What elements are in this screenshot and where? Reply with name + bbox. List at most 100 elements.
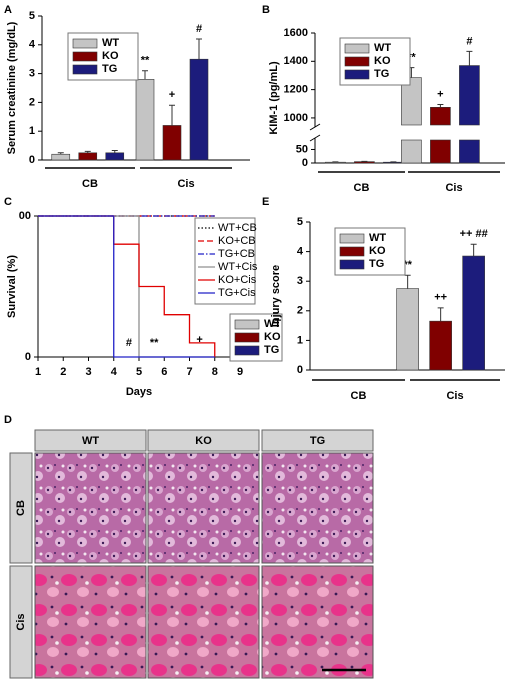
annotation: ++: [434, 292, 447, 304]
error-bar: [437, 103, 444, 108]
y-axis-title: Serum creatinine (mg/dL): [6, 21, 18, 154]
error-bar: [142, 70, 148, 80]
x-tick-label: Cis: [446, 390, 463, 402]
bar: [51, 153, 71, 161]
x-axis-title: Days: [126, 386, 152, 398]
x-tick-label: Cis: [177, 178, 194, 190]
error-bar: [169, 104, 175, 126]
y-tick-label: 1600: [284, 27, 308, 39]
bar: [430, 107, 451, 126]
x-tick-label: 8: [212, 366, 218, 378]
y-tick-label: 4: [297, 246, 304, 258]
annotation: +: [437, 88, 443, 100]
bar: [105, 152, 125, 161]
legend-swatch: [234, 345, 260, 356]
column-header: [34, 429, 147, 452]
legend-swatch: [339, 233, 365, 244]
legend-label: WT: [102, 37, 119, 49]
legend-swatch: [72, 51, 98, 62]
axis-break: [309, 134, 321, 142]
x-tick-label: CB: [354, 182, 370, 194]
annotation: #: [196, 23, 202, 35]
legend-swatch: [234, 332, 260, 343]
legend-swatch: [344, 69, 370, 80]
histology-image: [34, 565, 147, 679]
histology-image: [34, 452, 147, 564]
y-tick-label: 0: [29, 154, 35, 166]
legend-label: TG: [264, 344, 279, 356]
legend-label: WT: [374, 42, 391, 54]
panel-label: A: [4, 4, 12, 16]
legend-swatch: [339, 246, 365, 257]
annotation: +: [196, 334, 202, 346]
legend-label: TG: [374, 68, 389, 80]
annotation: #: [466, 35, 472, 47]
legend-swatch: [339, 259, 365, 270]
x-tick-label: 2: [60, 366, 66, 378]
y-tick-label: 1200: [284, 84, 308, 96]
column-header-label: KO: [195, 435, 212, 447]
panel-label: E: [262, 196, 269, 208]
legend-label: KO+Cis: [218, 274, 257, 286]
x-tick-label: 6: [161, 366, 167, 378]
legend-label: KO: [102, 50, 119, 62]
legend-label: WT: [264, 318, 281, 330]
error-bar: [196, 38, 202, 60]
legend-label: KO: [264, 331, 281, 343]
y-tick-label: 0: [302, 157, 308, 169]
annotation: #: [126, 337, 132, 349]
legend-label: WT: [369, 232, 386, 244]
histology-image: [147, 565, 260, 679]
y-tick-label: 00: [19, 210, 31, 222]
x-tick-label: CB: [351, 390, 367, 402]
x-tick-label: 1: [35, 366, 41, 378]
y-tick-label: 50: [296, 143, 308, 155]
y-tick-label: 2: [29, 96, 35, 108]
legend-label: KO: [374, 55, 391, 67]
row-header: [9, 452, 33, 564]
y-tick-label: 4: [29, 39, 36, 51]
y-tick-label: 3: [297, 275, 303, 287]
column-header: [147, 429, 260, 452]
error-bar: [470, 243, 477, 257]
histology-panel: D WT KO TG CB Cis: [4, 414, 374, 679]
x-tick-label: Cis: [445, 182, 462, 194]
bar: [189, 58, 209, 161]
histology-image: [261, 565, 374, 679]
panel-label: D: [4, 414, 12, 426]
axis-break: [309, 123, 321, 131]
legend-swatch: [72, 38, 98, 49]
x-tick-label: 5: [136, 366, 142, 378]
legend-swatch: [72, 64, 98, 75]
legend-label: TG: [369, 258, 384, 270]
bar: [459, 65, 480, 126]
legend-label: WT+CB: [218, 222, 257, 234]
bar: [459, 139, 480, 164]
bar: [162, 125, 182, 161]
bar: [462, 255, 485, 371]
y-tick-label: 5: [29, 10, 35, 22]
column-header-label: WT: [82, 435, 99, 447]
y-tick-label: 0: [25, 351, 31, 363]
legend-label: TG+Cis: [218, 287, 256, 299]
annotation: +: [169, 89, 175, 101]
y-tick-label: 3: [29, 68, 35, 80]
legend-label: KO+CB: [218, 235, 256, 247]
annotation: **: [403, 259, 412, 271]
y-tick-label: 1: [297, 334, 303, 346]
x-tick-label: 3: [85, 366, 91, 378]
legend-label: KO: [369, 245, 386, 257]
y-tick-label: 5: [297, 216, 303, 228]
panel-label: C: [4, 196, 12, 208]
x-tick-label: 4: [111, 366, 118, 378]
y-axis-title: Injury score: [270, 265, 282, 327]
row-header-label: Cis: [15, 613, 27, 630]
y-tick-label: 1400: [284, 55, 308, 67]
histology-image: [147, 452, 260, 564]
error-bar: [84, 150, 91, 153]
legend-swatch: [344, 56, 370, 67]
y-axis-title: KIM-1 (pg/mL): [268, 61, 280, 135]
error-bar: [57, 152, 64, 155]
error-bar: [404, 274, 411, 289]
